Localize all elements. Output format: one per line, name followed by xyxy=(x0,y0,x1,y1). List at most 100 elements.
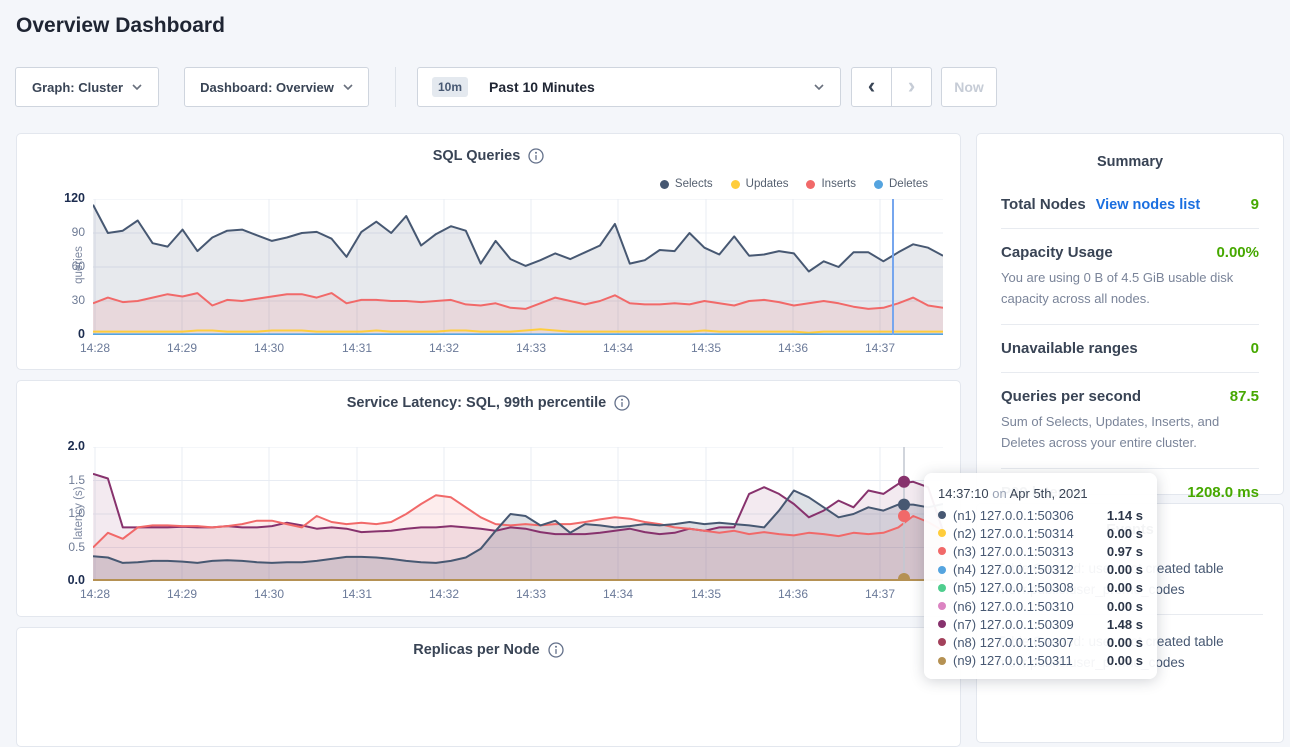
tooltip-row: (n4) 127.0.0.1:50312 0.00 s xyxy=(938,561,1143,579)
y-tick-label: 0 xyxy=(78,327,85,341)
legend-dot xyxy=(874,179,883,189)
x-tick-label: 14:37 xyxy=(864,587,896,601)
tooltip-row: (n7) 127.0.0.1:50309 1.48 s xyxy=(938,615,1143,633)
capacity-usage-description: You are using 0 B of 4.5 GiB usable disk… xyxy=(1001,270,1234,306)
x-tick-label: 14:33 xyxy=(515,341,547,355)
summary-title: Summary xyxy=(1096,154,1164,170)
latency-chart-plot[interactable] xyxy=(92,446,944,586)
tooltip-node-value: 0.97 s xyxy=(1106,543,1143,559)
y-tick-label: 0.0 xyxy=(67,573,85,587)
tooltip-row: (n3) 127.0.0.1:50313 0.97 s xyxy=(938,542,1143,560)
qps-label: Queries per second xyxy=(1001,388,1142,405)
time-now-button[interactable]: Now xyxy=(941,67,997,107)
legend-item-selects[interactable]: Selects xyxy=(659,178,713,190)
tooltip-node-label: (n4) 127.0.0.1:50312 xyxy=(953,562,1074,578)
time-prev-button[interactable]: ‹ xyxy=(851,67,892,107)
legend-label: Deletes xyxy=(889,178,928,190)
x-tick-label: 14:34 xyxy=(602,341,634,355)
sql-chart-plot[interactable] xyxy=(92,198,944,340)
dashboard-dropdown-label: Dashboard: Overview xyxy=(200,79,334,95)
toolbar-divider xyxy=(395,67,396,107)
chart-hover-tooltip: 14:37:10 on Apr 5th, 2021 (n1) 127.0.0.1… xyxy=(924,473,1157,679)
latency-panel: Service Latency: SQL, 99th percentile la… xyxy=(16,380,961,617)
chevron-right-icon: › xyxy=(907,72,916,98)
legend-dot xyxy=(659,179,669,189)
now-button-label: Now xyxy=(954,79,984,95)
tooltip-node-label: (n8) 127.0.0.1:50307 xyxy=(953,634,1074,650)
x-tick-label: 14:32 xyxy=(428,587,460,601)
x-tick-label: 14:34 xyxy=(602,587,634,601)
x-tick-label: 14:29 xyxy=(166,341,198,355)
info-icon[interactable] xyxy=(614,395,630,411)
time-range-label: Past 10 Minutes xyxy=(489,79,595,95)
x-tick-label: 14:33 xyxy=(515,587,547,601)
tooltip-node-label: (n6) 127.0.0.1:50310 xyxy=(953,598,1074,614)
replicas-panel: Replicas per Node xyxy=(16,627,961,747)
x-tick-label: 14:31 xyxy=(341,587,373,601)
capacity-usage-label: Capacity Usage xyxy=(1001,244,1113,261)
x-tick-label: 14:36 xyxy=(777,341,809,355)
tooltip-node-label: (n3) 127.0.0.1:50313 xyxy=(953,543,1074,559)
tooltip-row: (n9) 127.0.0.1:50311 0.00 s xyxy=(938,652,1143,670)
unavailable-ranges-value: 0 xyxy=(1250,340,1259,357)
sql-chart-title: SQL Queries xyxy=(432,148,521,164)
legend-label: Updates xyxy=(745,178,789,190)
x-tick-label: 14:35 xyxy=(690,341,722,355)
legend-item-deletes[interactable]: Deletes xyxy=(874,178,928,190)
info-icon[interactable] xyxy=(528,148,544,164)
info-icon[interactable] xyxy=(548,642,564,658)
graph-dropdown[interactable]: Graph: Cluster xyxy=(15,67,159,107)
tooltip-row: (n8) 127.0.0.1:50307 0.00 s xyxy=(938,633,1143,651)
view-nodes-list-link[interactable]: View nodes list xyxy=(1095,197,1201,213)
y-tick-label: 1.0 xyxy=(68,506,85,520)
x-tick-label: 14:37 xyxy=(864,341,896,355)
page-title: Overview Dashboard xyxy=(16,14,225,37)
tooltip-node-value: 0.00 s xyxy=(1106,653,1143,669)
unavailable-ranges-label: Unavailable ranges xyxy=(1001,340,1138,357)
series-dot xyxy=(938,529,946,538)
tooltip-node-value: 0.00 s xyxy=(1106,562,1143,578)
legend-item-updates[interactable]: Updates xyxy=(730,178,789,190)
total-nodes-value: 9 xyxy=(1250,196,1259,213)
tooltip-node-value: 0.00 s xyxy=(1106,525,1143,541)
tooltip-row: (n2) 127.0.0.1:50314 0.00 s xyxy=(938,524,1143,542)
tooltip-node-value: 1.14 s xyxy=(1106,507,1143,523)
legend-label: Inserts xyxy=(821,178,856,190)
latency-chart-title: Service Latency: SQL, 99th percentile xyxy=(346,395,607,411)
x-tick-label: 14:30 xyxy=(253,587,285,601)
x-tick-label: 14:35 xyxy=(690,587,722,601)
series-dot xyxy=(938,511,946,520)
series-dot xyxy=(938,602,946,611)
x-tick-label: 14:31 xyxy=(341,341,373,355)
chevron-left-icon: ‹ xyxy=(867,72,876,98)
tooltip-node-label: (n9) 127.0.0.1:50311 xyxy=(953,653,1073,669)
legend-dot xyxy=(730,179,740,189)
time-next-button[interactable]: › xyxy=(891,67,932,107)
y-tick-label: 0.5 xyxy=(68,539,85,554)
capacity-usage-value: 0.00% xyxy=(1216,244,1259,261)
tooltip-node-label: (n5) 127.0.0.1:50308 xyxy=(953,580,1074,596)
sql-queries-panel: SQL Queries Selects Updates Inserts Deletes… xyxy=(16,133,961,370)
y-tick-label: 90 xyxy=(71,225,85,239)
series-dot xyxy=(938,583,946,592)
sql-chart-legend: Selects Updates Inserts Deletes xyxy=(659,178,928,190)
x-tick-label: 14:28 xyxy=(79,587,111,601)
series-dot xyxy=(938,565,946,574)
replicas-chart-title: Replicas per Node xyxy=(413,642,540,658)
tooltip-node-value: 1.48 s xyxy=(1106,616,1143,632)
legend-label: Selects xyxy=(674,178,713,190)
dashboard-dropdown[interactable]: Dashboard: Overview xyxy=(184,67,369,107)
x-tick-label: 14:32 xyxy=(428,341,460,355)
tooltip-node-label: (n2) 127.0.0.1:50314 xyxy=(953,525,1074,541)
tooltip-node-label: (n1) 127.0.0.1:50306 xyxy=(953,507,1074,523)
tooltip-row: (n1) 127.0.0.1:50306 1.14 s xyxy=(938,506,1143,524)
time-range-dropdown[interactable]: 10m Past 10 Minutes xyxy=(417,67,841,107)
tooltip-row: (n6) 127.0.0.1:50310 0.00 s xyxy=(938,597,1143,615)
x-tick-label: 14:29 xyxy=(166,587,198,601)
overview-dashboard-page: Overview Dashboard Graph: Cluster Dashbo… xyxy=(15,14,1284,747)
tooltip-node-value: 0.00 s xyxy=(1106,598,1143,614)
series-dot xyxy=(938,638,946,647)
tooltip-node-label: (n7) 127.0.0.1:50309 xyxy=(953,616,1074,632)
legend-item-inserts[interactable]: Inserts xyxy=(806,178,856,190)
qps-description: Sum of Selects, Updates, Inserts, and De… xyxy=(1001,414,1220,450)
